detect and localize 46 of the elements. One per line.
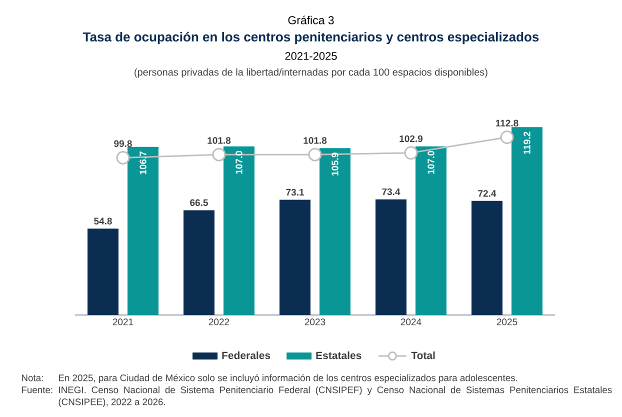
data-label: 119.2 [524,132,530,154]
data-label: 102.9 [400,135,423,142]
point [404,146,418,160]
bar [471,200,502,315]
x-tick-label: 2021 [112,318,134,326]
point [308,148,322,162]
data-label: 66.5 [190,199,208,206]
point [500,130,514,144]
text: Gráfica 3 [288,16,334,24]
legend-label: Estatales [316,351,362,360]
data-label: 99.8 [114,140,132,147]
bar [224,146,254,315]
text: En 2025, para Ciudad de México solo se incluyó información de los centros especializados para adolescentes. [58,374,518,384]
bar [375,199,406,315]
chart-subtitle: 2021-2025 [285,52,337,60]
data-label: 106.7 [140,151,146,174]
x-tick-label: 2023 [304,318,326,326]
bar [184,210,214,315]
data-label: 73.4 [382,188,400,196]
bar [320,148,350,315]
x-tick-label: 2024 [400,318,422,326]
text: (personas privadas de la libertad/internadas por cada 100 espacios disponibles) [134,68,488,78]
data-label: 105.9 [332,152,338,176]
bar [511,127,542,315]
x-tick-label: 2025 [496,318,518,326]
data-label: 112.8 [496,120,518,127]
point [212,148,226,162]
point [116,150,130,164]
bar [415,146,446,315]
data-label: 101.8 [208,137,231,144]
chart-title: Tasa de ocupación en los centros penitenciarios y centros especializados [82,32,539,44]
data-label: 107.0 [428,150,434,174]
text: INEGI. Censo Nacional de Sistema Penitenciario Federal (CNSIPEF) y Censo Nacional de Sistemas Penitenciarios Estatales (CNSIPEE), 2022 a 2026. [58,386,612,408]
bar [88,228,119,315]
text: Nota: [22,374,43,382]
bar [128,146,159,315]
data-label: 73.1 [286,188,304,196]
data-label: 107.0 [236,150,242,174]
x-tick-label: 2022 [208,318,230,326]
data-label: 54.8 [94,218,112,224]
source-note: Fuente: [22,386,52,394]
data-label: 72.4 [478,190,496,197]
bar [280,200,310,315]
data-label: 101.8 [304,137,327,144]
legend-label: Total [411,351,435,360]
legend-label: Federales [222,351,270,360]
